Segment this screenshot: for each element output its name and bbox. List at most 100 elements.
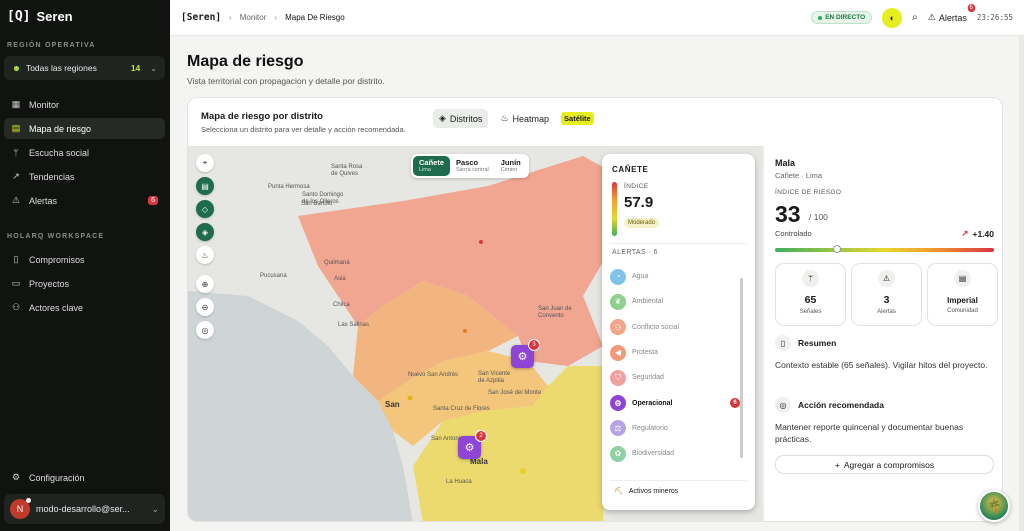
flame-icon: ♨: [500, 113, 509, 123]
region-label: Todas las regiones: [25, 63, 97, 73]
plus-icon: +: [834, 459, 840, 470]
district-high-risk-east[interactable]: [518, 296, 603, 366]
live-dot-icon: [818, 15, 823, 20]
search-icon[interactable]: ⌕: [912, 12, 918, 23]
sidebar-item-mapa-de-riesgo[interactable]: ▤ Mapa de riesgo: [4, 118, 165, 139]
trend-value: +1.40: [972, 228, 994, 239]
district-low-risk[interactable]: [413, 366, 603, 522]
risk-marker[interactable]: [407, 395, 413, 401]
stat-label: Alertas: [877, 309, 896, 315]
antenna-icon: ᛘ: [13, 147, 19, 158]
layers-icon[interactable]: ◈: [196, 223, 214, 241]
alert-type-biodiversidad[interactable]: ✿ Biodiversidad: [610, 441, 740, 466]
zoom-in-icon[interactable]: ⊕: [196, 275, 214, 293]
sidebar-item-escucha-social[interactable]: ᛘ Escucha social: [4, 142, 165, 163]
pin-icon[interactable]: ⌖: [196, 154, 214, 172]
cluster-count: 2: [475, 430, 487, 442]
alerts-badge: 6: [967, 4, 975, 12]
document-icon: ▯: [775, 335, 791, 351]
alert-type-operacional[interactable]: ⚙ Operacional 6: [610, 390, 740, 415]
alert-list-scrollbar[interactable]: [740, 278, 743, 458]
tab-satelite[interactable]: Satélite: [561, 112, 594, 125]
district-name: Mala: [775, 158, 796, 168]
tab-pasco[interactable]: Pasco Sierra central: [450, 156, 495, 176]
sidebar-item-proyectos[interactable]: ▭ Proyectos: [4, 273, 165, 294]
alert-cluster[interactable]: ⚙ 3: [511, 339, 540, 368]
assistant-avatar-button[interactable]: 🌴: [978, 490, 1010, 522]
sidebar-item-label: Proyectos: [29, 278, 70, 289]
map-label-city: San: [385, 400, 400, 409]
user-menu[interactable]: N modo-desarrollo@ser... ⌄: [4, 494, 165, 524]
district-moderate-risk[interactable]: [378, 351, 548, 446]
add-to-commitments-button[interactable]: + Agregar a compromisos: [775, 455, 994, 474]
map-label: San Antonio: [431, 436, 464, 442]
avatar: N: [10, 498, 31, 519]
summary-text: Contexto estable (65 señales). Vigilar h…: [775, 360, 988, 370]
tab-canete[interactable]: Cañete Lima: [413, 156, 451, 177]
province-tabs: Cañete Lima Pasco Sierra central Junín C…: [411, 154, 529, 179]
scrollbar-track[interactable]: [1019, 36, 1024, 531]
sidebar-item-label: Mapa de riesgo: [29, 123, 92, 134]
sidebar-item-label: Escucha social: [29, 147, 90, 158]
breadcrumb-monitor[interactable]: Monitor: [239, 13, 267, 22]
sidebar-item-compromisos[interactable]: ▯ Compromisos: [4, 249, 165, 270]
alerts-button[interactable]: ⚠ Alertas 6: [928, 4, 975, 23]
alert-type-protesta[interactable]: ◀ Protesta: [610, 340, 740, 365]
sidebar-item-actores-clave[interactable]: ⚇ Actores clave: [4, 297, 165, 318]
index-label: ÍNDICE: [624, 183, 649, 190]
tab-distritos[interactable]: ◈ Distritos: [433, 109, 489, 128]
brand-crumb[interactable]: [Seren]: [181, 12, 222, 23]
warning-icon: ⚠: [878, 270, 895, 287]
sidebar-item-monitor[interactable]: ▦ Monitor: [4, 94, 165, 115]
alert-type-label: Seguridad: [632, 374, 664, 382]
grid-icon: ▦: [11, 99, 21, 109]
alert-type-seguridad[interactable]: ⛉ Seguridad: [610, 365, 740, 390]
zoom-out-icon[interactable]: ⊖: [196, 298, 214, 316]
region-count: 14: [130, 63, 141, 73]
region-select[interactable]: ☻ Todas las regiones 14 ⌄: [4, 56, 165, 80]
card-subtitle: Selecciona un distrito para ver detalle …: [201, 125, 406, 134]
sidebar-item-configuracion[interactable]: ⚙ Configuración: [4, 467, 165, 488]
alerts-heading: ALERTAS · 6: [612, 249, 658, 256]
map-label: Santo Domingo de los Olleros: [302, 192, 344, 205]
map-label: San José del Monte: [488, 390, 542, 396]
locate-icon[interactable]: ◎: [196, 321, 214, 339]
alerts-badge: 6: [148, 196, 158, 205]
alert-type-conflicto-social[interactable]: ⚇ Conflicto social: [610, 315, 740, 340]
tab-heatmap[interactable]: ♨ Heatmap: [494, 109, 555, 128]
province-name: Cañete: [419, 158, 445, 167]
alert-type-regulatorio[interactable]: ⚖ Regulatorio: [610, 416, 740, 441]
tab-junin[interactable]: Junín Centro: [495, 156, 527, 176]
mining-assets-toggle[interactable]: ⛏ Activos mineros: [614, 487, 678, 496]
page-title: Mapa de riesgo: [187, 53, 304, 70]
map-label: Punta Hermosa: [268, 184, 310, 190]
alert-type-label: Protesta: [632, 349, 659, 357]
risk-map[interactable]: Santa Rosa de Quives Punta Hermosa Santo…: [188, 146, 763, 522]
district-detail-panel: Mala Cañete · Lima ÍNDICE DE RIESGO 33 /…: [763, 146, 1002, 521]
map-label: San Bartolo: [301, 201, 333, 207]
sidebar-item-tendencias[interactable]: ↗ Tendencias: [4, 166, 165, 187]
risk-marker[interactable]: [463, 329, 467, 333]
stat-alertas[interactable]: ⚠ 3 Alertas: [851, 263, 922, 326]
stat-comunidad[interactable]: ▤ Imperial Comunidad: [927, 263, 998, 326]
divider: [610, 243, 747, 244]
action-text: Mantener reporte quincenal y documentar …: [775, 422, 964, 444]
ocean-area: [188, 291, 413, 521]
sidebar-item-alertas[interactable]: ⚠ Alertas 6: [4, 190, 165, 211]
risk-marker[interactable]: [479, 240, 483, 244]
water-icon: ◔: [610, 268, 626, 285]
district-high-risk[interactable]: [298, 156, 628, 336]
flame-icon[interactable]: ♨: [196, 246, 214, 264]
alert-type-ambiental[interactable]: ❦ Ambiental: [610, 289, 740, 314]
app-logo[interactable]: [Q] Seren: [7, 9, 73, 24]
cube-icon[interactable]: ◇: [196, 200, 214, 218]
alert-cluster[interactable]: ⚙ 2: [458, 430, 487, 459]
region-section-label: REGIÓN OPERATIVA: [7, 42, 96, 49]
risk-marker[interactable]: [520, 468, 526, 474]
theme-toggle-button[interactable]: ◐: [882, 7, 903, 28]
risk-scale-bar: [775, 248, 994, 252]
stat-senales[interactable]: ᛘ 65 Señales: [775, 263, 846, 326]
alert-type-agua[interactable]: ◔ Agua: [610, 264, 740, 289]
map-layer-icon[interactable]: ▤: [196, 177, 214, 195]
district-medium-risk[interactable]: [353, 281, 518, 401]
